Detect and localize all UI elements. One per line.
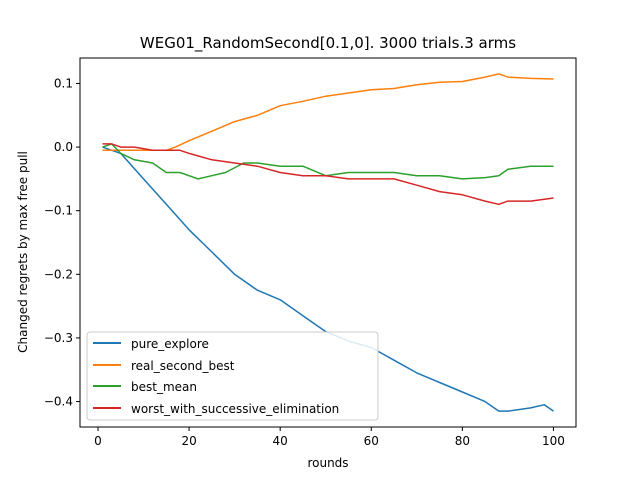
legend: pure_explore real_second_best best_mean … bbox=[86, 331, 379, 421]
chart-title: WEG01_RandomSecond[0.1,0]. 3000 trials.3… bbox=[140, 34, 516, 53]
y-tick-label: 0.1 bbox=[54, 76, 73, 90]
x-tick-label: 0 bbox=[94, 434, 102, 448]
series-line-worst-with-successive-elimination bbox=[102, 143, 554, 206]
x-tick-label: 60 bbox=[364, 434, 379, 448]
y-tick-label: −0.2 bbox=[44, 267, 73, 281]
legend-label-real-second-best: real_second_best bbox=[131, 359, 235, 373]
x-tick-label: 20 bbox=[181, 434, 196, 448]
x-axis-label: rounds bbox=[307, 456, 348, 470]
series-line-best-mean bbox=[102, 143, 554, 180]
y-tick-label: −0.3 bbox=[44, 331, 73, 345]
y-tick-label: 0.0 bbox=[54, 140, 73, 154]
y-tick-label: −0.1 bbox=[44, 204, 73, 218]
legend-label-best-mean: best_mean bbox=[131, 380, 197, 394]
x-tick-label: 40 bbox=[273, 434, 288, 448]
y-axis: 0.1 0.0 −0.1 −0.2 −0.3 −0.4 bbox=[44, 76, 80, 409]
series-line-real-second-best bbox=[102, 73, 554, 152]
x-axis: 0 20 40 60 80 100 bbox=[94, 427, 565, 448]
x-tick-label: 100 bbox=[542, 434, 565, 448]
legend-box bbox=[86, 331, 379, 421]
plot-frame bbox=[79, 57, 577, 428]
x-tick-label: 80 bbox=[455, 434, 470, 448]
legend-label-worst-with-successive-elimination: worst_with_successive_elimination bbox=[131, 402, 339, 416]
y-axis-label: Changed regrets by max free pull bbox=[16, 151, 30, 353]
legend-label-pure-explore: pure_explore bbox=[131, 337, 209, 351]
y-tick-label: −0.4 bbox=[44, 395, 73, 409]
